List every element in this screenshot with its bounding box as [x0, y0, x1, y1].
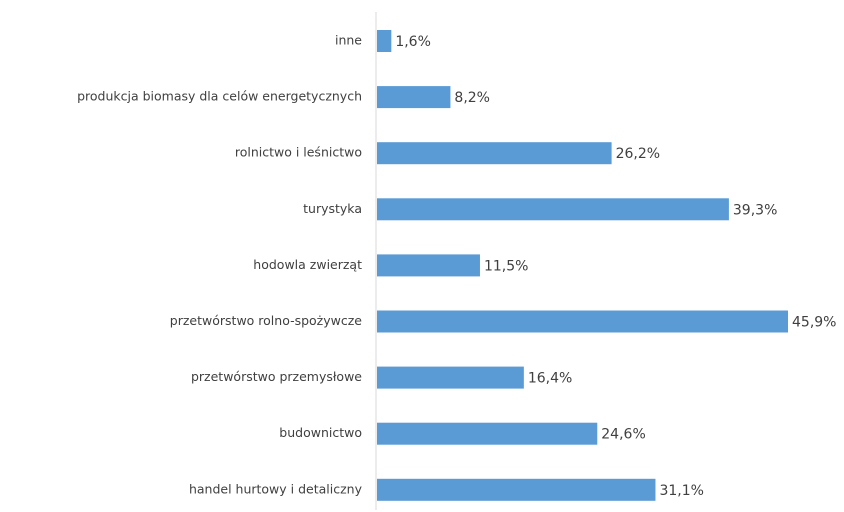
- bar: [377, 30, 392, 52]
- bar: [377, 142, 612, 165]
- bar: [377, 86, 451, 109]
- bar: [377, 366, 524, 389]
- category-labels: inne produkcja biomasy dla celów energety…: [77, 33, 363, 497]
- bars: [377, 30, 788, 501]
- category-label: inne: [335, 33, 362, 48]
- bar: [377, 422, 598, 445]
- category-label: handel hurtowy i detaliczny: [189, 481, 363, 496]
- data-label: 24,6%: [601, 427, 645, 443]
- category-label: rolnictwo i leśnictwo: [235, 145, 362, 160]
- data-label: 31,1%: [659, 483, 703, 499]
- category-label: hodowla zwierząt: [253, 257, 362, 272]
- data-labels: 1,6% 8,2% 26,2% 39,3% 11,5% 45,9% 16,4% 24,6% 31…: [395, 34, 836, 499]
- bar: [377, 254, 480, 277]
- category-label: turystyka: [303, 201, 362, 216]
- data-label: 16,4%: [528, 371, 572, 387]
- data-label: 8,2%: [454, 90, 490, 106]
- bar: [377, 198, 729, 221]
- category-label: produkcja biomasy dla celów energetyczny…: [77, 89, 362, 104]
- data-label: 11,5%: [484, 258, 528, 274]
- category-label: budownictwo: [279, 425, 362, 440]
- data-label: 39,3%: [733, 202, 777, 218]
- data-label: 26,2%: [616, 146, 660, 162]
- category-label: przetwórstwo przemysłowe: [191, 369, 362, 384]
- bar: [377, 478, 656, 501]
- category-label: przetwórstwo rolno-spożywcze: [170, 313, 363, 328]
- data-label: 45,9%: [792, 315, 836, 331]
- data-label: 1,6%: [395, 34, 431, 50]
- bar: [377, 310, 788, 333]
